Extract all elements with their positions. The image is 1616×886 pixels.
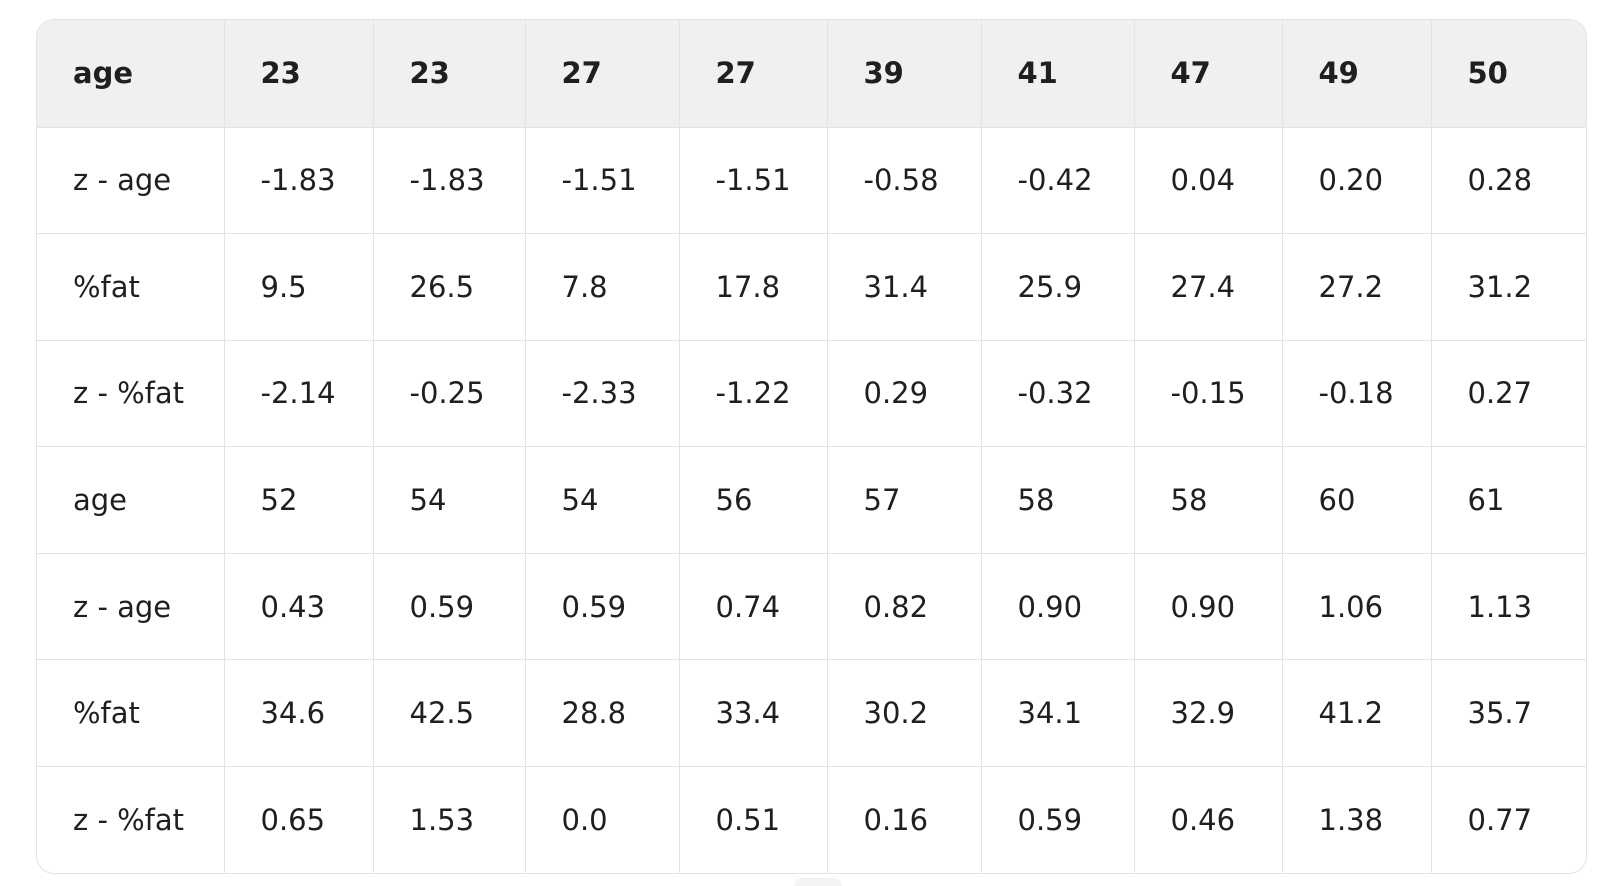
- table-cell: 0.29: [827, 340, 982, 448]
- table-row: z - age -1.83 -1.83 -1.51 -1.51 -0.58 -0…: [37, 127, 1586, 235]
- table-cell: 0.59: [981, 766, 1135, 873]
- row-label-cell: z - %fat: [37, 766, 225, 873]
- table-row: z - %fat -2.14 -0.25 -2.33 -1.22 0.29 -0…: [37, 340, 1586, 448]
- table-cell: -1.51: [525, 127, 680, 235]
- table-cell: 0.46: [1134, 766, 1283, 873]
- header-cell: 27: [679, 20, 828, 128]
- table-cell: 0.28: [1431, 127, 1586, 235]
- table-cell: -0.15: [1134, 340, 1283, 448]
- table-cell: -2.14: [224, 340, 374, 448]
- table-cell: 30.2: [827, 659, 982, 767]
- table-cell: 25.9: [981, 233, 1135, 341]
- header-cell: 49: [1282, 20, 1432, 128]
- table-cell: 0.90: [1134, 553, 1283, 661]
- row-label-cell: %fat: [37, 659, 225, 767]
- data-table-container: age 23 23 27 27 39 41 47 49 50 z - age -…: [36, 19, 1587, 874]
- table-cell: 27.4: [1134, 233, 1283, 341]
- table-cell: 33.4: [679, 659, 828, 767]
- row-label-cell: z - age: [37, 127, 225, 235]
- table-cell: 58: [981, 446, 1135, 554]
- header-cell: 47: [1134, 20, 1283, 128]
- header-row: age 23 23 27 27 39 41 47 49 50: [37, 20, 1586, 128]
- table-cell: 0.04: [1134, 127, 1283, 235]
- table-cell: -0.58: [827, 127, 982, 235]
- row-label-cell: z - %fat: [37, 340, 225, 448]
- table-cell: 0.77: [1467, 802, 1533, 837]
- table-cell: 0.65: [224, 766, 374, 873]
- table-cell: -0.25: [373, 340, 526, 448]
- table-cell: 58: [1134, 446, 1283, 554]
- table-cell: 1.38: [1282, 766, 1432, 873]
- table-cell: 0.74: [679, 553, 828, 661]
- header-cell: 41: [981, 20, 1135, 128]
- table-cell: 32.9: [1134, 659, 1283, 767]
- table-cell: 0.90: [981, 553, 1135, 661]
- header-cell: 39: [827, 20, 982, 128]
- table-header: age 23 23 27 27 39 41 47 49 50: [37, 20, 1586, 128]
- table-cell: 56: [679, 446, 828, 554]
- table-cell: 54: [525, 446, 680, 554]
- header-cell: 23: [224, 20, 374, 128]
- header-cell: 27: [525, 20, 680, 128]
- table-cell: 0.20: [1282, 127, 1432, 235]
- table-cell: 0.82: [827, 553, 982, 661]
- table-cell: 54: [373, 446, 526, 554]
- table-cell: 0.59: [525, 553, 680, 661]
- table-cell: 26.5: [373, 233, 526, 341]
- table-cell: 42.5: [373, 659, 526, 767]
- table-cell: -1.83: [224, 127, 374, 235]
- table-cell: 17.8: [679, 233, 828, 341]
- table-cell: 0.43: [224, 553, 374, 661]
- table-cell: -1.83: [373, 127, 526, 235]
- header-cell: age: [37, 20, 225, 128]
- table-cell: 27.2: [1282, 233, 1432, 341]
- table-cell: 52: [224, 446, 374, 554]
- table-cell: 34.6: [224, 659, 374, 767]
- table-cell: 60: [1282, 446, 1432, 554]
- table-cell: 31.4: [827, 233, 982, 341]
- table-cell: 0.51: [679, 766, 828, 873]
- table-cell: 1.53: [373, 766, 526, 873]
- table-cell: -1.51: [679, 127, 828, 235]
- table-cell: 7.8: [525, 233, 680, 341]
- table-cell: 31.2: [1431, 233, 1586, 341]
- table-cell: -2.33: [525, 340, 680, 448]
- table-cell: 0.27: [1431, 340, 1586, 448]
- table-cell: 0.16: [827, 766, 982, 873]
- table-cell: 35.7: [1431, 659, 1586, 767]
- table-row: z - %fat 0.65 1.53 0.0 0.51 0.16 0.59 0.…: [37, 766, 1586, 873]
- table-row: z - age 0.43 0.59 0.59 0.74 0.82 0.90 0.…: [37, 553, 1586, 661]
- table-cell: -0.18: [1282, 340, 1432, 448]
- table-row: %fat 9.5 26.5 7.8 17.8 31.4 25.9 27.4 27…: [37, 233, 1586, 341]
- table-cell: -0.42: [981, 127, 1135, 235]
- table-cell: 9.5: [224, 233, 374, 341]
- table-row: %fat 34.6 42.5 28.8 33.4 30.2 34.1 32.9 …: [37, 659, 1586, 767]
- data-table: age 23 23 27 27 39 41 47 49 50 z - age -…: [37, 20, 1586, 873]
- row-label-cell: %fat: [37, 233, 225, 341]
- table-body: z - age -1.83 -1.83 -1.51 -1.51 -0.58 -0…: [37, 127, 1586, 873]
- table-cell: 0.59: [373, 553, 526, 661]
- table-cell: 28.8: [525, 659, 680, 767]
- header-cell: 50: [1431, 20, 1586, 128]
- table-cell: -1.22: [679, 340, 828, 448]
- table-cell: 57: [827, 446, 982, 554]
- scroll-indicator[interactable]: [794, 878, 842, 886]
- row-label-cell: age: [37, 446, 225, 554]
- table-row: age 52 54 54 56 57 58 58 60 61: [37, 446, 1586, 554]
- table-cell: 1.13: [1431, 553, 1586, 661]
- header-cell: 23: [373, 20, 526, 128]
- table-cell: -0.32: [981, 340, 1135, 448]
- table-cell: 34.1: [981, 659, 1135, 767]
- table-cell: 0.0: [525, 766, 680, 873]
- table-cell: 1.06: [1282, 553, 1432, 661]
- row-label-cell: z - age: [37, 553, 225, 661]
- table-cell: 41.2: [1282, 659, 1432, 767]
- table-cell: 61: [1431, 446, 1586, 554]
